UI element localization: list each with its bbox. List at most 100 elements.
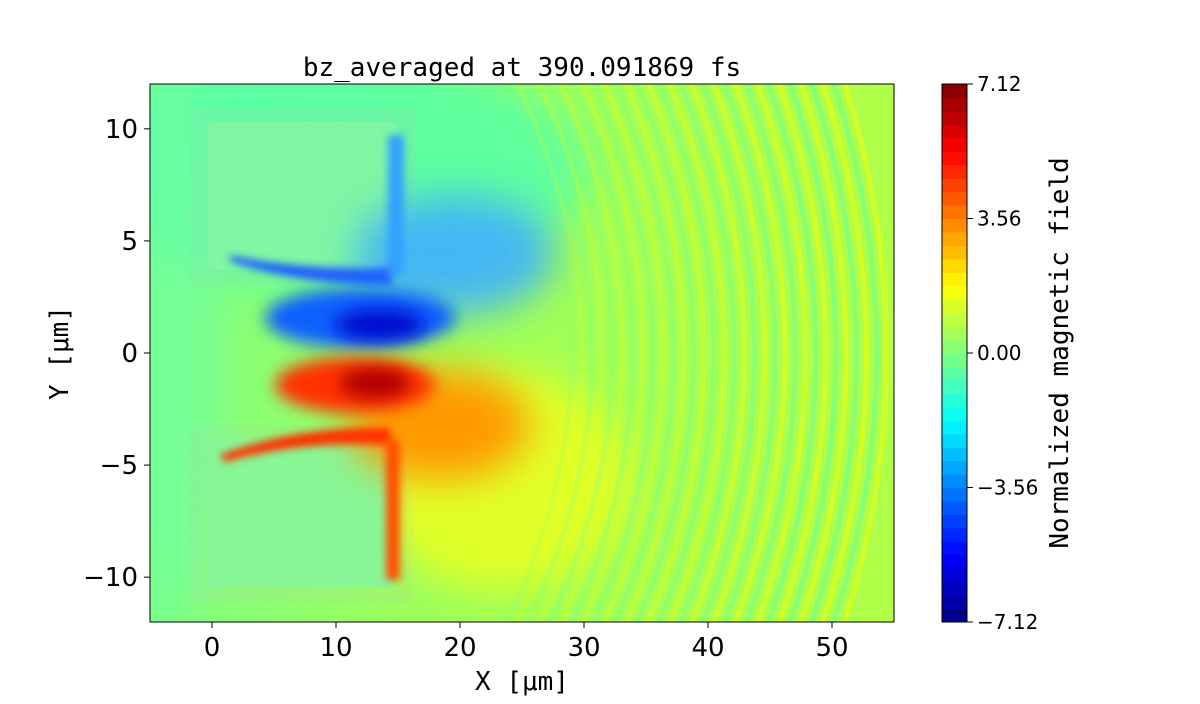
colorbar-level: [942, 541, 967, 556]
colorbar-level: [942, 595, 967, 610]
wave-front: [765, 84, 819, 622]
y-tick-label: −5: [100, 451, 138, 481]
colorbar-level: [942, 218, 967, 233]
colorbar-level: [942, 124, 967, 139]
x-tick-label: 20: [443, 633, 476, 663]
colorbar-level: [942, 245, 967, 260]
colorbar-level: [942, 326, 967, 341]
wave-front: [612, 84, 676, 622]
wave-front: [667, 84, 727, 622]
colorbar-level: [942, 379, 967, 394]
wave-front: [743, 84, 798, 622]
wave-front: [645, 84, 707, 622]
y-axis-ticks: 10 5 0 −5 −10: [83, 115, 150, 593]
colorbar-level: [942, 406, 967, 421]
colorbar-level: [942, 84, 967, 98]
colorbar-ticks: 7.12 3.56 0.00 −3.56 −7.12: [967, 72, 1038, 634]
colorbar-level: [942, 527, 967, 542]
colorbar-level: [942, 191, 967, 206]
x-tick-label: 10: [319, 633, 352, 663]
wave-front: [842, 84, 890, 622]
colorbar-level: [942, 447, 967, 462]
colorbar-level: [942, 487, 967, 502]
wave-front: [732, 84, 788, 622]
y-tick-label: 0: [121, 339, 138, 369]
colorbar-tick-label: 0.00: [977, 341, 1022, 365]
colorbar-level: [942, 366, 967, 381]
wave-front: [831, 84, 880, 622]
colorbar-level: [942, 164, 967, 179]
x-tick-label: 30: [567, 633, 600, 663]
colorbar-level: [942, 433, 967, 448]
wave-front: [601, 84, 666, 622]
wave-front: [558, 84, 625, 622]
field-left-cyan-region: [150, 84, 220, 622]
wave-front: [820, 84, 869, 622]
colorbar-level: [942, 474, 967, 488]
y-tick-label: 5: [121, 227, 138, 257]
x-tick-label: 40: [691, 633, 724, 663]
positive-lobe-core: [340, 368, 410, 398]
colorbar-level: [942, 205, 967, 219]
colorbar-level: [942, 554, 967, 569]
wave-front: [634, 84, 697, 622]
wave-front: [711, 84, 768, 622]
negative-streak: [228, 255, 392, 285]
wave-front: [689, 84, 747, 622]
wave-front: [787, 84, 839, 622]
colorbar-level: [942, 231, 967, 246]
colorbar-level: [942, 339, 967, 354]
y-axis-label: Y [μm]: [45, 306, 75, 400]
colorbar-level: [942, 500, 967, 515]
colorbar-level: [942, 568, 967, 583]
wave-front: [503, 84, 574, 622]
wave-front: [809, 84, 859, 622]
colorbar-level: [942, 353, 967, 367]
heatmap-field: [150, 84, 894, 622]
colorbar-tick-label: −7.12: [977, 610, 1038, 634]
colorbar: [942, 84, 967, 623]
wave-front: [580, 84, 646, 622]
colorbar-tick-label: 3.56: [977, 207, 1022, 231]
colorbar-level: [942, 460, 967, 475]
y-tick-label: 10: [105, 115, 138, 145]
colorbar-level: [942, 110, 967, 125]
colorbar-level: [942, 272, 967, 287]
wave-front: [623, 84, 686, 622]
wave-front: [722, 84, 778, 622]
colorbar-label: Normalized magnetic field: [1045, 157, 1075, 548]
wave-front: [536, 84, 605, 622]
colorbar-level: [942, 514, 967, 529]
colorbar-level: [942, 608, 967, 623]
wave-front: [525, 84, 595, 622]
wave-front: [754, 84, 808, 622]
wake-waves: [503, 84, 890, 622]
colorbar-level: [942, 299, 967, 314]
wave-front: [776, 84, 829, 622]
colorbar-level: [942, 393, 967, 408]
wave-front: [700, 84, 758, 622]
wave-front: [514, 84, 585, 622]
wave-front: [569, 84, 636, 622]
colorbar-level: [942, 312, 967, 327]
x-tick-label: 50: [815, 633, 848, 663]
negative-lobe-core: [335, 309, 425, 341]
colorbar-level: [942, 151, 967, 166]
colorbar-level: [942, 137, 967, 152]
colorbar-level: [942, 420, 967, 435]
colorbar-level: [942, 258, 967, 273]
x-axis-ticks: 0 10 20 30 40 50: [204, 622, 849, 663]
x-tick-label: 0: [204, 633, 221, 663]
y-tick-label: −10: [83, 563, 138, 593]
colorbar-tick-label: 7.12: [977, 72, 1022, 96]
upper-target-edge: [388, 135, 404, 275]
colorbar-level: [942, 581, 967, 596]
lower-target-noise: [208, 440, 394, 588]
negative-lobe-broad: [355, 195, 555, 315]
positive-streak: [220, 427, 392, 462]
colorbar-level: [942, 97, 967, 112]
wave-front: [590, 84, 656, 622]
chart-title: bz_averaged at 390.091869 fs: [303, 53, 741, 83]
wave-front: [678, 84, 737, 622]
